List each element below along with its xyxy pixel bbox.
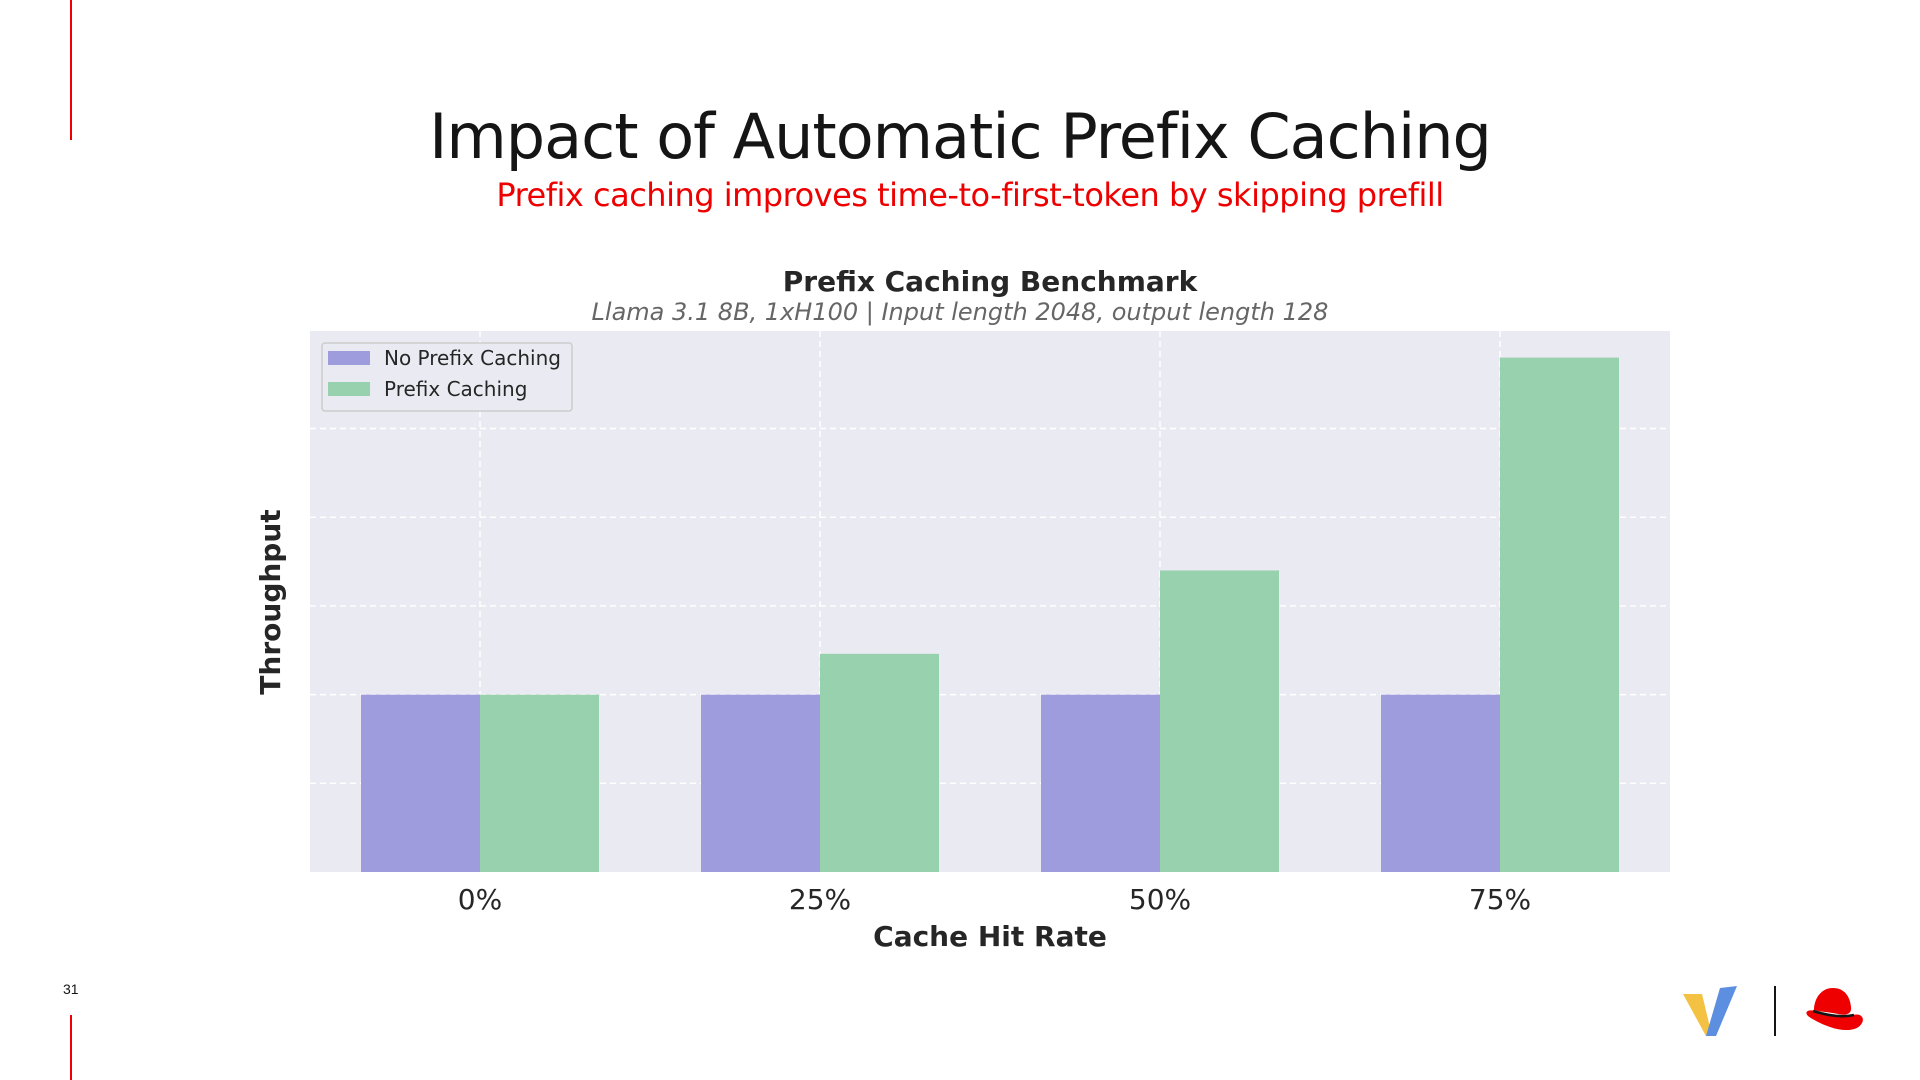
legend-label-no-prefix-caching: No Prefix Caching: [384, 346, 561, 370]
x-tick-label: 0%: [458, 883, 502, 916]
chart-title: Prefix Caching Benchmark: [783, 265, 1199, 298]
bar-no-prefix-caching-25pct: [701, 694, 820, 872]
legend-label-prefix-caching: Prefix Caching: [384, 377, 527, 401]
footer-logos: [1683, 986, 1863, 1036]
x-tick-label: 25%: [789, 883, 851, 916]
legend-swatch-no-prefix-caching: [328, 351, 370, 365]
bar-no-prefix-caching-50pct: [1041, 694, 1160, 872]
chart-legend: No Prefix Caching Prefix Caching: [321, 342, 573, 412]
bar-prefix-caching-0pct: [480, 694, 599, 872]
slide-subtitle: Prefix caching improves time-to-first-to…: [496, 176, 1444, 214]
legend-swatch-prefix-caching: [328, 382, 370, 396]
bar-no-prefix-caching-75pct: [1381, 694, 1500, 872]
vllm-logo-icon: [1683, 986, 1737, 1036]
redhat-logo-icon: [1806, 988, 1863, 1031]
x-tick-label: 50%: [1129, 883, 1191, 916]
accent-line-top: [70, 0, 72, 140]
slide-title: Impact of Automatic Prefix Caching: [429, 100, 1492, 173]
slide-number: 31: [63, 981, 79, 997]
bar-prefix-caching-50pct: [1160, 570, 1279, 872]
legend-box: [321, 342, 573, 412]
x-tick-label: 75%: [1469, 883, 1531, 916]
x-tick-labels: 0% 25% 50% 75%: [458, 883, 1531, 916]
bar-prefix-caching-25pct: [820, 653, 939, 872]
x-axis-label: Cache Hit Rate: [873, 920, 1107, 953]
accent-line-bottom: [70, 1015, 72, 1080]
y-axis-label: Throughput: [254, 509, 287, 694]
chart-subtitle: Llama 3.1 8B, 1xH100 | Input length 2048…: [592, 298, 1329, 326]
bar-prefix-caching-75pct: [1500, 357, 1619, 872]
bar-no-prefix-caching-0pct: [361, 694, 480, 872]
bars: [361, 357, 1619, 872]
